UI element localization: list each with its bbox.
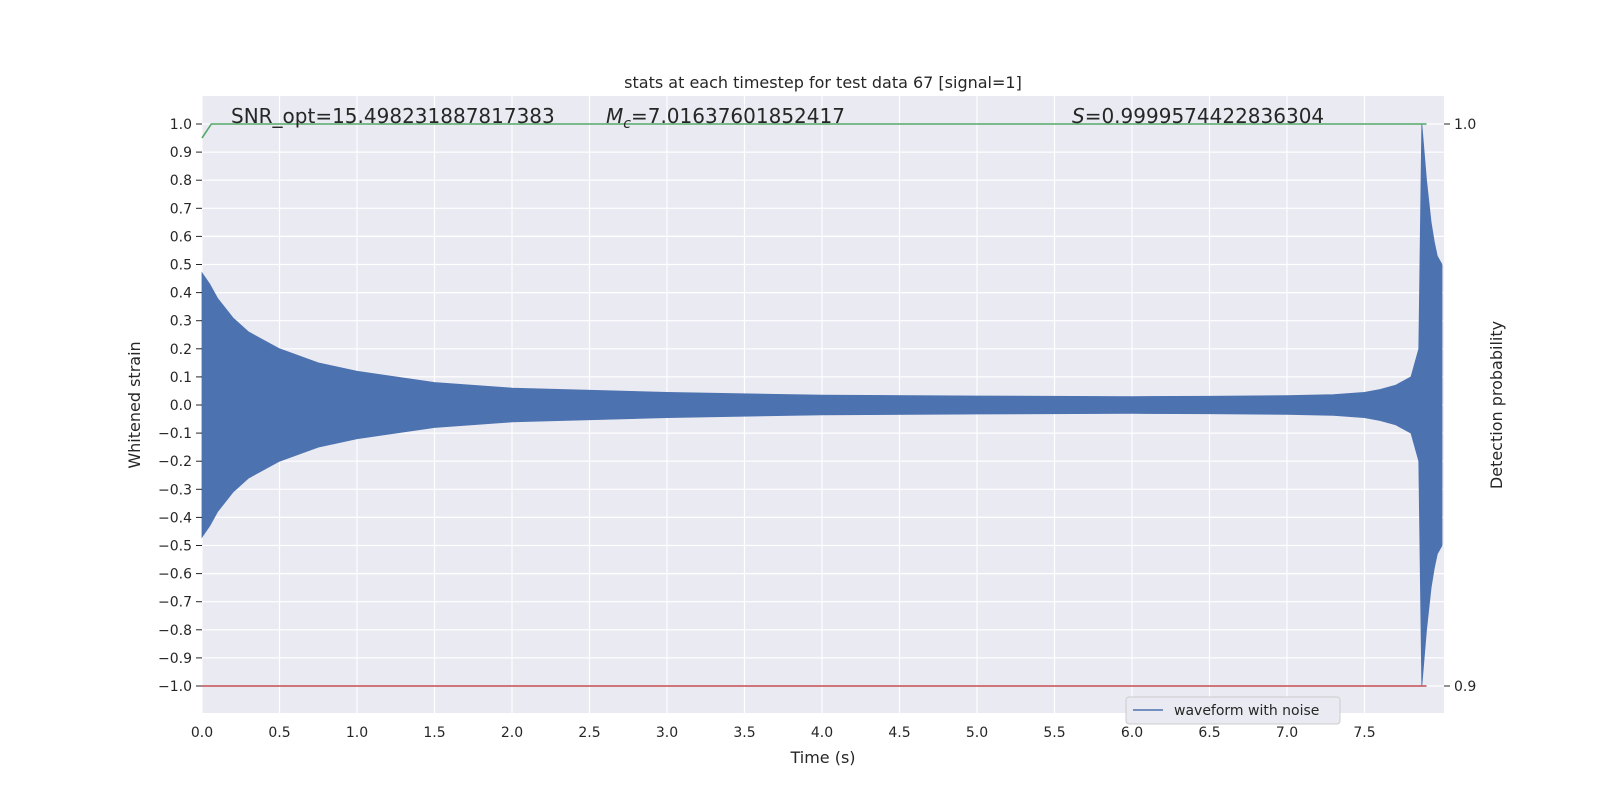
legend-box: [1125, 696, 1341, 725]
y-tick-label: −0.8: [158, 623, 192, 639]
y-tick-label: −0.6: [158, 567, 192, 583]
chirp-mass-value: =7.01637601852417: [631, 104, 845, 128]
y-tick-label: 0.4: [170, 286, 192, 302]
y-tick-label: 0.6: [170, 229, 192, 245]
statistic-value: =0.9999574422836304: [1085, 104, 1324, 128]
x-tick-label: 2.0: [501, 725, 523, 741]
x-tick-label: 6.5: [1198, 725, 1220, 741]
y-tick-label: 0.0: [170, 398, 192, 414]
snr-annotation: SNR_opt=15.498231887817383: [231, 104, 555, 128]
series-layer: [201, 123, 1443, 687]
x-tick-label: 2.5: [578, 725, 600, 741]
x-tick-label: 7.0: [1276, 725, 1298, 741]
y2-axis-ticks: 1.0 0.9: [1444, 117, 1476, 695]
chart-title: stats at each timestep for test data 67 …: [624, 73, 1022, 92]
chirp-mass-symbol: M: [606, 104, 623, 128]
statistic-annotation: S=0.9999574422836304: [1072, 104, 1324, 128]
x-axis-ticks: 0.0 0.5 1.0 1.5 2.0 2.5 3.0 3.5 4.0 4.5 5.0 5.5 6.0 6…: [191, 725, 1376, 741]
y-tick-label: −1.0: [158, 679, 192, 695]
y2-tick-label: 1.0: [1454, 117, 1476, 133]
x-tick-label: 7.5: [1353, 725, 1375, 741]
statistic-symbol: S: [1072, 104, 1085, 128]
y-tick-label: 0.3: [170, 314, 192, 330]
x-tick-label: 4.5: [888, 725, 910, 741]
y-tick-label: 0.5: [170, 258, 192, 274]
y-tick-label: −0.5: [158, 539, 192, 555]
y-axis-ticks: 1.0 0.9 0.8 0.7 0.6 0.5 0.4 0.3 0.2 0.1 0.0 −0.1 −0.…: [158, 117, 202, 695]
x-tick-label: 4.0: [811, 725, 833, 741]
y-tick-label: 0.9: [170, 145, 192, 161]
y2-tick-label: 0.9: [1454, 679, 1476, 695]
detection-probability-line: [201, 123, 1427, 139]
y-tick-label: −0.9: [158, 651, 192, 667]
y2-axis-label: Detection probability: [1487, 321, 1506, 489]
y-tick-label: −0.3: [158, 482, 192, 498]
y-tick-label: 0.2: [170, 342, 192, 358]
x-tick-label: 5.0: [966, 725, 988, 741]
chirp-mass-subscript: c: [623, 116, 631, 132]
x-tick-label: 3.0: [656, 725, 678, 741]
x-tick-label: 0.5: [268, 725, 290, 741]
x-axis-label: Time (s): [789, 748, 855, 767]
y-axis-label: Whitened strain: [125, 341, 144, 468]
y-tick-label: 0.7: [170, 201, 192, 217]
x-tick-label: 0.0: [191, 725, 213, 741]
x-tick-label: 1.0: [346, 725, 368, 741]
x-tick-label: 6.0: [1121, 725, 1143, 741]
y-tick-label: −0.1: [158, 426, 192, 442]
y-tick-label: −0.4: [158, 510, 192, 526]
x-tick-label: 5.5: [1043, 725, 1065, 741]
y-tick-label: −0.2: [158, 454, 192, 470]
x-tick-label: 3.5: [733, 725, 755, 741]
chirp-mass-annotation: Mc=7.01637601852417: [606, 104, 845, 132]
y-tick-label: −0.7: [158, 595, 192, 611]
y-tick-label: 0.1: [170, 370, 192, 386]
legend: waveform with noise: [1125, 696, 1341, 725]
y-tick-label: 0.8: [170, 173, 192, 189]
legend-label: waveform with noise: [1174, 703, 1319, 719]
x-tick-label: 1.5: [423, 725, 445, 741]
y-tick-label: 1.0: [170, 117, 192, 133]
